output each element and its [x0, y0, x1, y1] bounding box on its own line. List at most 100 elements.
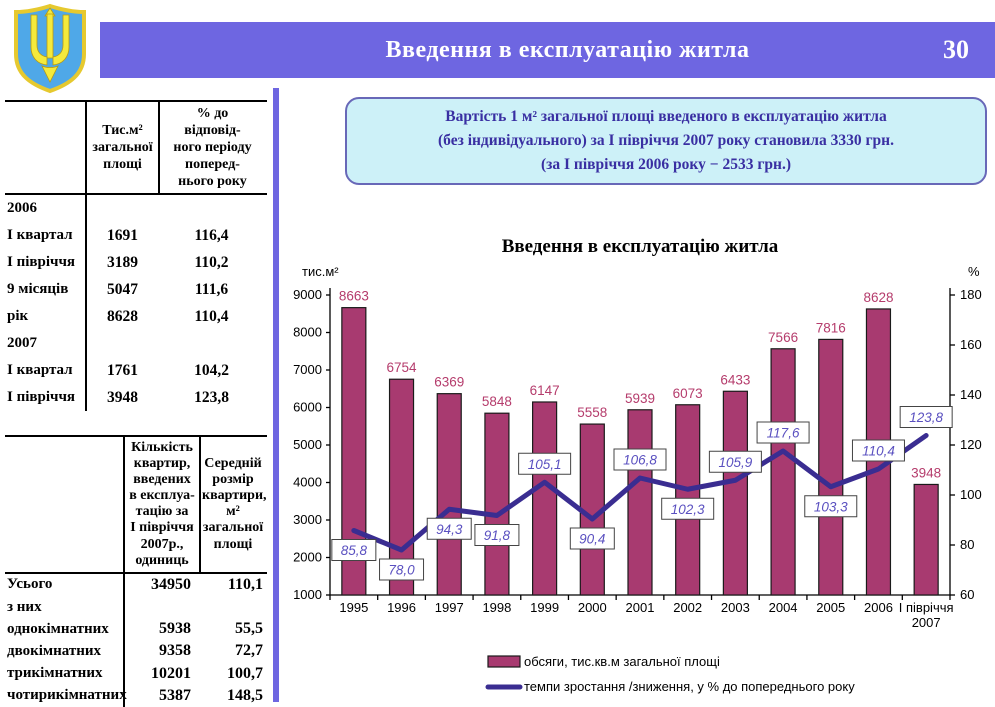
line-value-box — [474, 524, 520, 546]
table-header: Кількість квартир, введених в експлуа- т… — [5, 435, 267, 574]
bar-value-label: 7816 — [816, 320, 846, 335]
header-cell-empty — [5, 437, 123, 572]
line-value-box — [569, 527, 615, 550]
table-cell-pct: 110,2 — [194, 253, 229, 271]
bar-1999 — [532, 401, 558, 596]
table-cell-area — [85, 330, 158, 358]
header-cell-area: Тис.м² загальної площі — [85, 102, 158, 194]
line-value-label: 91,8 — [484, 528, 511, 543]
x-axis-label: І півріччя — [899, 600, 954, 615]
cost-info-box: Вартість 1 м² загальної площі введеного … — [345, 97, 987, 185]
line-value-label: 90,4 — [579, 532, 605, 547]
line-value-box — [756, 421, 810, 444]
left-tick-label: 1000 — [293, 587, 322, 602]
page-title: Введення в експлуатацію житла — [385, 36, 750, 63]
table-cell-size: 110,1 — [227, 575, 263, 593]
line-value-label: 117,6 — [767, 426, 800, 441]
ukraine-coat-of-arms-icon — [14, 3, 86, 94]
table-cell-label: рік — [7, 308, 29, 325]
x-axis-label: 1995 — [339, 600, 368, 615]
table-cell-count: 9358 — [123, 640, 199, 663]
line-value-label: 94,3 — [436, 522, 463, 537]
table-cell-size: 100,7 — [227, 664, 263, 682]
bar-2005 — [818, 338, 844, 596]
left-axis-unit: тис.м² — [302, 264, 339, 279]
x-axis-label: 2006 — [864, 600, 893, 615]
right-tick-label: 160 — [960, 337, 982, 352]
left-tick-label: 4000 — [293, 475, 322, 490]
table-cell-count: 5387 — [123, 684, 199, 707]
table-cell-count: 34950 — [123, 573, 199, 596]
table-cell-label: І квартал — [7, 227, 73, 244]
right-tick-label: 80 — [960, 537, 974, 552]
table-row: І півріччя 3948 123,8 — [5, 384, 267, 412]
x-axis-label: 1996 — [387, 600, 416, 615]
table-cell-area: 3948 — [85, 384, 158, 412]
x-axis-label: 2005 — [816, 600, 845, 615]
right-axis-unit: % — [968, 264, 980, 279]
left-tick-label: 3000 — [293, 512, 322, 527]
table-row: Усього 34950 110,1 — [5, 573, 267, 596]
bar-value-label: 3948 — [911, 465, 941, 480]
line-value-box — [518, 452, 572, 475]
bar-1997 — [436, 393, 462, 596]
line-value-label: 102,3 — [671, 502, 705, 517]
x-axis-label: 1997 — [435, 600, 464, 615]
trident-icon — [30, 7, 70, 83]
table-row: однокімнатних 5938 55,5 — [5, 618, 267, 641]
table-cell-size: 72,7 — [235, 642, 263, 660]
line-value-label: 103,3 — [814, 499, 848, 514]
header-cell-count: Кількість квартир, введених в експлуа- т… — [123, 437, 199, 572]
line-value-label: 106,8 — [623, 453, 657, 468]
slide-number: 30 — [943, 35, 969, 64]
table-cell-count: 10201 — [123, 662, 199, 685]
bar-2003 — [722, 390, 748, 596]
bar-value-label: 6369 — [434, 375, 464, 390]
table-cell-label: Усього — [7, 576, 53, 593]
table-cell-area: 3189 — [85, 249, 158, 277]
table-cell-area: 5047 — [85, 276, 158, 304]
header-bar: Введення в експлуатацію житла 30 — [100, 22, 995, 78]
line-value-box — [851, 439, 905, 462]
table-row: рік 8628 110,4 — [5, 303, 267, 331]
line-value-label: 85,8 — [341, 543, 368, 558]
bar-value-label: 5558 — [577, 405, 607, 420]
bar-value-label: 7566 — [768, 330, 798, 345]
table-row: трикімнатних 10201 100,7 — [5, 662, 267, 685]
legend-line-label: темпи зростання /зниження, у % до попере… — [524, 679, 855, 694]
table-cell-label: з них — [7, 598, 42, 615]
chart-title: Введення в експлуатацію житла — [502, 236, 779, 257]
x-axis-label: 2000 — [578, 600, 607, 615]
bar-І-півріччя-2007 — [913, 483, 939, 596]
table-cell-size — [199, 596, 265, 618]
table-area-by-period: Тис.м² загальної площі % до відповід- но… — [5, 100, 267, 412]
line-value-box — [708, 450, 762, 473]
line-value-label: 110,4 — [862, 444, 895, 459]
header-cell-empty — [5, 102, 85, 193]
line-value-box — [661, 497, 715, 520]
bar-value-label: 6147 — [530, 383, 560, 398]
line-value-label: 123,8 — [909, 410, 943, 425]
bar-1998 — [484, 412, 510, 596]
table-row: з них — [5, 595, 267, 619]
x-axis-label: 2001 — [626, 600, 655, 615]
table-row: чотирикімнатних 5387 148,5 — [5, 684, 267, 707]
table-cell-pct: 116,4 — [194, 226, 229, 244]
table-cell-label: 2006 — [7, 200, 37, 217]
table-cell-label: 9 місяців — [7, 281, 69, 298]
table-cell-pct: 110,4 — [194, 307, 229, 325]
growth-rate-line — [351, 433, 929, 553]
housing-chart: Введення в експлуатацію житла тис.м²% 1000… — [288, 220, 995, 702]
table-header: Тис.м² загальної площі % до відповід- но… — [5, 100, 267, 196]
legend-bar-label: обсяги, тис.кв.м загальної площі — [524, 654, 720, 669]
table-body: 2006 І квартал 1691 116,4 І півріччя 3189 110,… — [5, 195, 267, 412]
table-cell-count — [123, 595, 199, 619]
table-row: 9 місяців 5047 111,6 — [5, 276, 267, 304]
x-axis-label: 2007 — [912, 615, 941, 630]
x-axis-label: 1999 — [530, 600, 559, 615]
left-tick-label: 2000 — [293, 550, 322, 565]
bar-value-label: 6073 — [673, 386, 703, 401]
bar-value-label: 8628 — [863, 290, 893, 305]
table-row: 2006 — [5, 195, 267, 223]
